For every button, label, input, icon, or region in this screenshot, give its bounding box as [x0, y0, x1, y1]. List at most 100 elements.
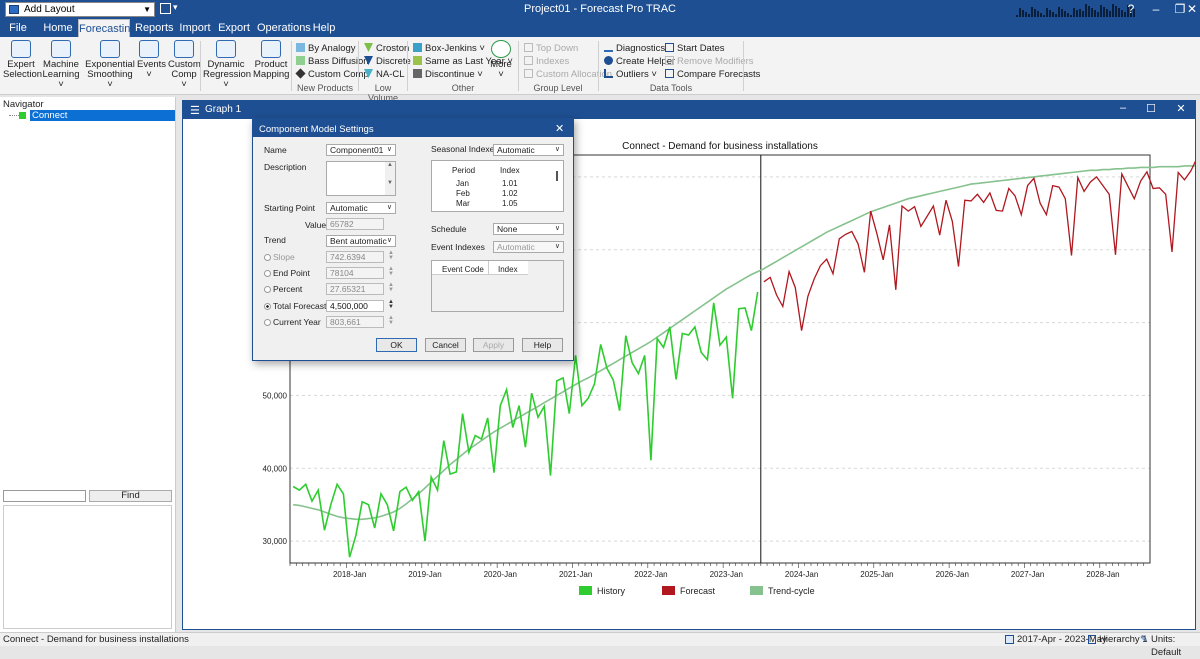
expert-selection-button[interactable]: Expert Selection — [3, 40, 42, 84]
box-jenkins-button[interactable]: Box-Jenkins ˅ — [413, 42, 513, 55]
ticker-bar — [1127, 5, 1129, 17]
tab-reports[interactable]: Reports — [135, 22, 174, 34]
description-textarea[interactable]: ▲ ▼ — [326, 161, 396, 196]
graph-minimize-button[interactable]: – — [1119, 102, 1127, 114]
custom-comp-small-button[interactable]: Custom Comp — [295, 68, 369, 81]
ticker-bar — [1028, 14, 1030, 17]
discontinue-button[interactable]: Discontinue ˅ — [413, 68, 513, 81]
top-down-button[interactable]: Top Down — [524, 42, 612, 55]
quick-access-chevron-icon[interactable]: ▾ — [173, 2, 178, 12]
tab-export[interactable]: Export — [218, 22, 250, 34]
graph-maximize-button[interactable]: ☐ — [1146, 103, 1156, 115]
ok-button[interactable]: OK — [376, 338, 417, 352]
menu-icon[interactable]: ☰ — [190, 105, 200, 117]
index-cell[interactable]: 1.02 — [502, 189, 518, 198]
outliers-button[interactable]: Outliers ˅ — [604, 68, 675, 81]
custom-allocation-button[interactable]: Custom Allocation — [524, 68, 612, 81]
ticker-bar — [1037, 11, 1039, 17]
custom-comp-button[interactable]: Custom Comp ˅ — [168, 40, 201, 90]
machine-learning-button[interactable]: Machine Learning ˅ — [42, 40, 80, 90]
exponential-smoothing-button[interactable]: Exponential Smoothing ˅ — [85, 40, 135, 90]
tab-operations[interactable]: Operations — [257, 22, 311, 34]
find-button[interactable]: Find — [89, 490, 172, 502]
remove-modifiers-button[interactable]: Remove Modifiers — [665, 55, 760, 68]
discrete-button[interactable]: Discrete — [364, 55, 411, 68]
value-field[interactable]: 65782 — [326, 218, 384, 230]
index-cell[interactable]: 1.01 — [502, 179, 518, 188]
start-dates-button[interactable]: Start Dates — [665, 42, 760, 55]
ticker-bar — [1070, 15, 1072, 17]
units-status[interactable]: Units: Default — [1151, 634, 1182, 658]
total-forecast-radio[interactable]: Total Forecast — [264, 301, 326, 311]
close-button[interactable]: ✕ — [1186, 2, 1198, 16]
current-year-field[interactable]: 803,661 — [326, 316, 384, 328]
slope-spinner-icon[interactable]: ▲ ▼ — [388, 250, 394, 261]
tab-home[interactable]: Home — [43, 22, 73, 34]
starting-point-select[interactable]: Automatic ∨ — [326, 202, 396, 214]
apply-button[interactable]: Apply — [473, 338, 514, 352]
tab-import[interactable]: Import — [179, 22, 211, 34]
total-forecast-spinner-icon[interactable]: ▲ ▼ — [388, 299, 394, 310]
croston-button[interactable]: Croston — [364, 42, 411, 55]
ticker-bar — [1031, 7, 1033, 17]
legend-swatch — [750, 586, 763, 595]
create-helper-button[interactable]: Create Helper — [604, 55, 675, 68]
dialog-close-icon[interactable]: ✕ — [555, 123, 565, 135]
product-mapping-button[interactable]: Product Mapping — [253, 40, 289, 84]
more-button[interactable]: More ˅ — [488, 40, 514, 84]
find-input[interactable] — [3, 490, 86, 502]
x-tick-label: 2025-Jan — [860, 570, 893, 579]
tab-file[interactable]: File — [9, 22, 27, 34]
trend-select[interactable]: Bent automatic ∨ — [326, 235, 396, 247]
name-select[interactable]: Component01 ∨ — [326, 144, 396, 156]
tab-help[interactable]: Help — [312, 22, 336, 34]
event-indexes-select[interactable]: Automatic ∨ — [493, 241, 564, 253]
current-year-spinner-icon[interactable]: ▲ ▼ — [388, 315, 394, 326]
restore-button[interactable]: ❐ — [1174, 2, 1186, 16]
table-scrollbar-thumb[interactable] — [556, 171, 558, 181]
navigator-item-connect[interactable]: Connect \COMP=COMPONENT01 — [30, 110, 175, 132]
schedule-select[interactable]: None ∨ — [493, 223, 564, 235]
indexes-button[interactable]: Indexes — [524, 55, 612, 68]
end-point-spinner-icon[interactable]: ▲ ▼ — [388, 266, 394, 277]
compare-forecasts-button[interactable]: Compare Forecasts — [665, 68, 760, 81]
same-as-last-year-button[interactable]: Same as Last Year ˅ — [413, 55, 513, 68]
by-analogy-button[interactable]: By Analogy — [296, 42, 369, 55]
diagnostics-button[interactable]: Diagnostics — [604, 42, 675, 55]
na-cl-button[interactable]: NA-CL — [364, 68, 411, 81]
button-label: ˅ — [146, 69, 152, 80]
hierarchy-status[interactable]: Hierarchy 1 — [1099, 634, 1148, 645]
percent-field[interactable]: 27.65321 — [326, 283, 384, 295]
status-bar: Connect - Demand for business installati… — [0, 632, 1200, 658]
index-cell[interactable]: 1.05 — [502, 199, 518, 208]
slope-field[interactable]: 742.6394 — [326, 251, 384, 263]
current-year-radio[interactable]: Current Year — [264, 317, 321, 327]
total-forecast-field[interactable]: 4,500,000 — [326, 300, 384, 312]
end-point-field[interactable]: 78104 — [326, 267, 384, 279]
ticker-bar — [1073, 8, 1075, 17]
x-tick-label: 2027-Jan — [1011, 570, 1044, 579]
bass-diffusion-button[interactable]: Bass Diffusion — [296, 55, 369, 68]
help-button[interactable]: Help — [522, 338, 563, 352]
slope-radio[interactable]: Slope — [264, 252, 295, 262]
events-button[interactable]: Events ˅ — [137, 40, 166, 84]
date-range[interactable]: 2017-Apr - 2023-May — [1017, 634, 1107, 645]
cancel-button[interactable]: Cancel — [425, 338, 466, 352]
percent-radio[interactable]: Percent — [264, 284, 302, 294]
layout-combo[interactable]: Add Layout ▼ — [5, 2, 155, 17]
tab-forecasting[interactable]: Forecasting — [78, 19, 136, 37]
seasonal-indexes-select[interactable]: Automatic ∨ — [493, 144, 564, 156]
end-point-radio[interactable]: End Point — [264, 268, 310, 278]
minimize-button[interactable]: – — [1152, 2, 1160, 16]
x-tick-label: 2019-Jan — [408, 570, 441, 579]
graph-close-button[interactable]: ✕ — [1176, 103, 1186, 115]
button-label: Comp ˅ — [171, 69, 197, 90]
dynamic-regression-button[interactable]: Dynamic Regression ˅ — [203, 40, 251, 90]
create-helper-label: Create Helper — [616, 56, 676, 67]
window-layout-icon[interactable] — [160, 3, 171, 14]
end-point-label: End Point — [273, 268, 310, 278]
description-scrollbar[interactable]: ▲ ▼ — [385, 162, 395, 195]
button-label: Custom — [168, 59, 201, 70]
percent-spinner-icon[interactable]: ▲ ▼ — [388, 282, 394, 293]
help-icon[interactable]: ? — [1127, 2, 1135, 16]
